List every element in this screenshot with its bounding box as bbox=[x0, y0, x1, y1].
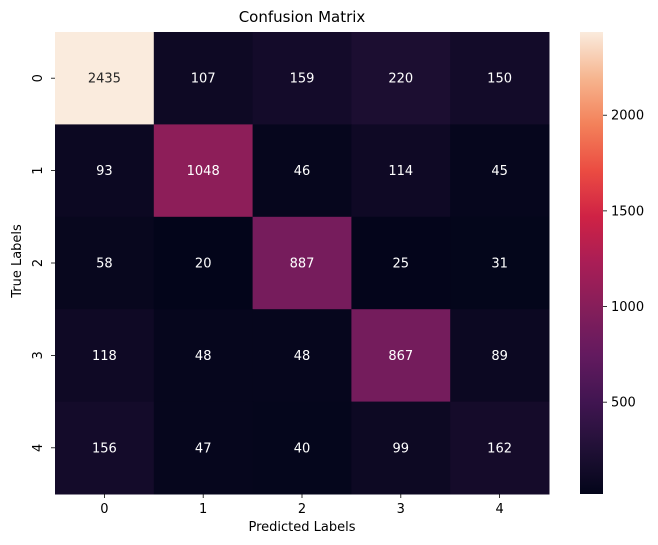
y-tick-label-1: 1 bbox=[31, 166, 46, 174]
heatmap-cell-0-4 bbox=[450, 32, 550, 125]
heatmap-cell-1-2 bbox=[252, 124, 352, 218]
y-tick-label-2: 2 bbox=[31, 259, 46, 267]
heatmap-cell-2-4 bbox=[450, 216, 550, 310]
x-tick-label-1: 1 bbox=[199, 502, 207, 517]
cell-value-3-2: 48 bbox=[294, 349, 311, 364]
x-axis-label: Predicted Labels bbox=[248, 520, 355, 535]
cell-value-4-4: 162 bbox=[487, 441, 512, 456]
cell-value-1-1: 1048 bbox=[187, 164, 220, 179]
cell-value-3-4: 89 bbox=[491, 349, 508, 364]
cell-value-1-0: 93 bbox=[96, 164, 113, 179]
heatmap-cell-3-1 bbox=[153, 309, 254, 403]
heatmap-cell-2-3 bbox=[351, 216, 451, 310]
colorbar-tick-label-1: 1000 bbox=[611, 300, 644, 315]
heatmap-cell-2-0 bbox=[55, 216, 155, 310]
cell-value-4-0: 156 bbox=[92, 441, 117, 456]
colorbar-tick-label-2: 1500 bbox=[611, 204, 644, 219]
cell-value-4-2: 40 bbox=[294, 441, 311, 456]
y-axis-label: True Labels bbox=[10, 224, 25, 299]
heatmap-cell-4-3 bbox=[351, 401, 451, 495]
heatmap-cell-3-2 bbox=[252, 309, 352, 403]
heatmap-cell-1-1 bbox=[153, 124, 254, 218]
cell-value-1-2: 46 bbox=[294, 164, 311, 179]
cell-value-3-3: 867 bbox=[388, 349, 413, 364]
x-axis-ticks: 0 1 2 3 4 bbox=[100, 494, 504, 517]
heatmap-cell-0-3 bbox=[351, 32, 451, 125]
chart-title: Confusion Matrix bbox=[239, 8, 366, 26]
x-tick-label-2: 2 bbox=[298, 502, 306, 517]
heatmap-cell-2-1 bbox=[153, 216, 254, 310]
heatmap-cell-4-2 bbox=[252, 401, 352, 495]
cell-value-0-4: 150 bbox=[487, 72, 512, 87]
heatmap-cells: 2435 107 159 220 150 93 1048 46 114 45 58 20 887 25 31… bbox=[55, 32, 550, 495]
heatmap-cell-0-2 bbox=[252, 32, 352, 125]
cell-value-2-0: 58 bbox=[96, 257, 113, 272]
heatmap-cell-4-1 bbox=[153, 401, 254, 495]
colorbar-tick-label-3: 2000 bbox=[611, 109, 644, 124]
y-tick-label-4: 4 bbox=[31, 444, 46, 452]
cell-value-0-0: 2435 bbox=[88, 72, 121, 87]
cell-value-2-2: 887 bbox=[290, 257, 315, 272]
colorbar: 500 1000 1500 2000 bbox=[580, 32, 644, 494]
cell-value-4-1: 47 bbox=[195, 441, 212, 456]
colorbar-tick-label-0: 500 bbox=[611, 396, 636, 411]
x-tick-label-0: 0 bbox=[100, 502, 108, 517]
cell-value-4-3: 99 bbox=[393, 441, 410, 456]
heatmap-cell-0-1 bbox=[153, 32, 254, 125]
heatmap-cell-3-4 bbox=[450, 309, 550, 403]
heatmap-cell-3-0 bbox=[55, 309, 155, 403]
heatmap-cell-2-2 bbox=[252, 216, 352, 310]
x-tick-label-3: 3 bbox=[397, 502, 405, 517]
cell-value-1-3: 114 bbox=[388, 164, 413, 179]
heatmap-cell-4-4 bbox=[450, 401, 550, 495]
heatmap-cell-0-0 bbox=[55, 32, 155, 125]
heatmap-cell-4-0 bbox=[55, 401, 155, 495]
cell-value-2-3: 25 bbox=[393, 257, 410, 272]
cell-value-0-1: 107 bbox=[191, 72, 216, 87]
cell-value-1-4: 45 bbox=[491, 164, 508, 179]
cell-value-0-2: 159 bbox=[290, 72, 315, 87]
heatmap-cell-1-4 bbox=[450, 124, 550, 218]
x-tick-label-4: 4 bbox=[495, 502, 503, 517]
y-axis-ticks: 0 1 2 3 4 bbox=[31, 74, 55, 452]
y-tick-label-3: 3 bbox=[31, 351, 46, 359]
heatmap-cell-1-3 bbox=[351, 124, 451, 218]
cell-value-3-0: 118 bbox=[92, 349, 117, 364]
colorbar-gradient bbox=[580, 32, 603, 494]
y-tick-label-0: 0 bbox=[31, 74, 46, 82]
cell-value-3-1: 48 bbox=[195, 349, 212, 364]
heatmap-cell-3-3 bbox=[351, 309, 451, 403]
heatmap-cell-1-0 bbox=[55, 124, 155, 218]
cell-value-2-1: 20 bbox=[195, 257, 212, 272]
cell-value-2-4: 31 bbox=[491, 257, 508, 272]
cell-value-0-3: 220 bbox=[388, 72, 413, 87]
